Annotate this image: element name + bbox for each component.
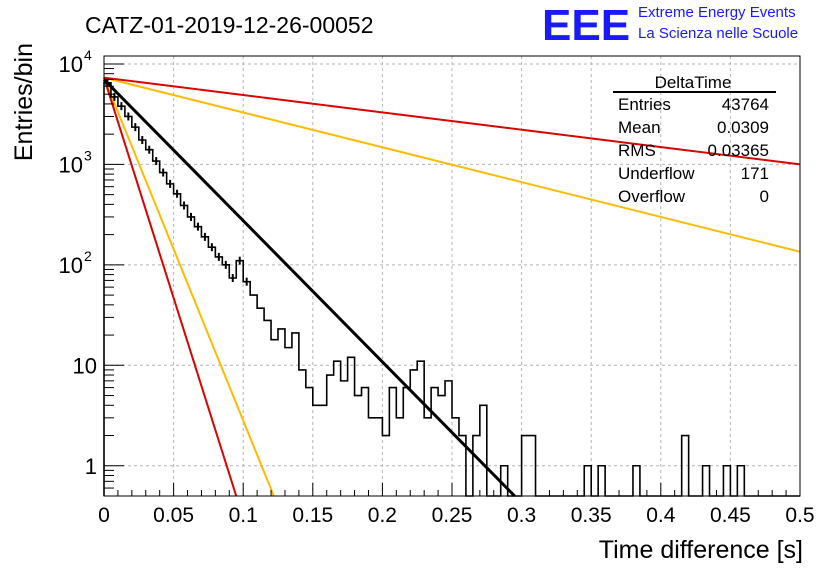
y-tick-label: 10 bbox=[59, 253, 83, 278]
y-tick-exponent: 2 bbox=[84, 248, 92, 264]
x-tick-label: 0.4 bbox=[646, 504, 676, 527]
stats-label: Overflow bbox=[618, 187, 686, 206]
x-tick-label: 0.2 bbox=[368, 504, 397, 527]
x-tick-label: 0.5 bbox=[785, 504, 814, 527]
stats-title: DeltaTime bbox=[655, 73, 732, 92]
orange-curve bbox=[103, 77, 275, 497]
stats-label: RMS bbox=[618, 141, 656, 160]
stats-label: Entries bbox=[618, 95, 671, 114]
stats-label: Underflow bbox=[618, 164, 695, 183]
stats-label: Mean bbox=[618, 118, 661, 137]
x-tick-label: 0.3 bbox=[507, 504, 536, 527]
x-tick-label: 0.05 bbox=[153, 504, 194, 527]
run-title: CATZ-01-2019-12-26-00052 bbox=[85, 12, 374, 38]
x-axis: 0 0.05 0.1 0.15 0.2 0.25 0.3 0.35 0.4 0.45 0.5 bbox=[98, 483, 815, 527]
x-tick-label: 0.15 bbox=[292, 504, 333, 527]
logo-line-2: La Scienza nelle Scuole bbox=[638, 25, 798, 42]
x-tick-label: 0.25 bbox=[432, 504, 473, 527]
reference-curves bbox=[103, 76, 801, 497]
stats-value: 0.03365 bbox=[708, 141, 769, 160]
stats-box: DeltaTime Entries 43764 Mean 0.0309 RMS 0.033… bbox=[613, 73, 776, 206]
y-axis-label: Entries/bin bbox=[10, 43, 38, 161]
eee-logo: EEE bbox=[542, 1, 630, 50]
stats-value: 43764 bbox=[722, 95, 769, 114]
y-tick-label: 1 bbox=[85, 454, 97, 479]
x-axis-label: Time difference [s] bbox=[599, 536, 803, 564]
logo-line-1: Extreme Energy Events bbox=[638, 4, 796, 21]
orange-curve bbox=[103, 76, 801, 253]
stats-value: 0 bbox=[760, 187, 769, 206]
y-tick-exponent: 4 bbox=[84, 47, 92, 63]
stats-rows: Entries 43764 Mean 0.0309 RMS 0.03365 Underflo… bbox=[618, 95, 769, 206]
y-tick-label: 10 bbox=[59, 52, 83, 77]
y-tick-label: 10 bbox=[59, 152, 83, 177]
x-tick-label: 0.45 bbox=[710, 504, 751, 527]
stats-value: 0.0309 bbox=[717, 118, 769, 137]
red-curve bbox=[103, 77, 238, 497]
x-tick-label: 0.1 bbox=[229, 504, 258, 527]
fit-line bbox=[102, 78, 516, 498]
y-tick-exponent: 3 bbox=[84, 147, 92, 163]
fit-curve bbox=[102, 78, 516, 498]
red-curve bbox=[103, 76, 801, 166]
x-tick-label: 0 bbox=[98, 504, 110, 527]
y-tick-label: 10 bbox=[73, 353, 97, 378]
x-tick-label: 0.35 bbox=[571, 504, 612, 527]
stats-value: 171 bbox=[741, 164, 769, 183]
